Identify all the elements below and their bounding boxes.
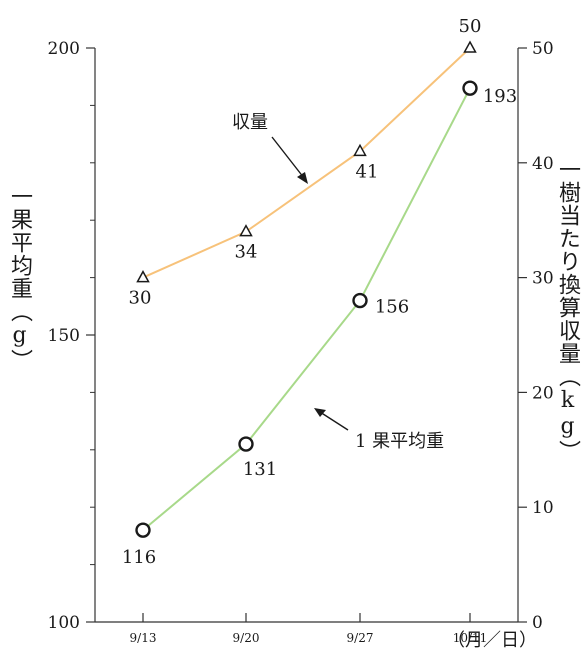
x-tick-label: 9/27 — [347, 631, 374, 645]
left-axis-label: 一果平均重（g） — [7, 185, 32, 372]
yield-label-arrowhead — [297, 172, 308, 184]
series-line — [142, 87, 471, 531]
triangle-marker — [353, 143, 367, 157]
circle-marker — [238, 436, 254, 452]
left-tick-label: 150 — [48, 326, 80, 346]
x-tick-label: 9/13 — [130, 631, 157, 645]
weight-label-arrow — [319, 411, 349, 431]
circle-marker — [462, 80, 478, 96]
data-label: 41 — [356, 161, 379, 182]
triangle-marker — [463, 40, 477, 53]
x-unit-label: （月／日） — [447, 630, 537, 651]
series-layer: 30 34 41 50 116 131 156 193 — [122, 16, 517, 568]
weight-label-arrowhead — [314, 408, 326, 417]
data-label: 156 — [375, 297, 409, 318]
data-label: 131 — [243, 459, 277, 480]
x-tick-label: 9/20 — [233, 631, 260, 645]
right-tick-label: 40 — [532, 154, 554, 174]
left-axis-ticks: 100 150 200 — [48, 39, 95, 633]
triangle-marker — [239, 224, 253, 237]
data-label: 30 — [129, 288, 152, 309]
left-tick-label: 100 — [48, 613, 80, 633]
right-tick-label: 30 — [532, 269, 554, 289]
triangle-marker — [136, 270, 150, 283]
data-label: 193 — [483, 86, 517, 107]
right-axis-label: 一樹当たり換算収量（kg） — [555, 158, 580, 463]
right-tick-label: 0 — [532, 613, 543, 633]
x-tick-label: 10/11 — [453, 631, 488, 645]
left-tick-label: 200 — [48, 39, 80, 59]
circle-marker — [352, 292, 368, 309]
right-tick-label: 10 — [532, 498, 554, 518]
series-line — [142, 47, 471, 279]
right-axis-ticks: 0 10 20 30 40 50 — [518, 39, 554, 633]
yield-label-arrow — [271, 136, 305, 179]
data-label: 34 — [235, 242, 258, 263]
x-axis-ticks: 9/13 9/20 9/27 10/11 — [130, 613, 488, 645]
circle-marker — [135, 522, 151, 538]
yield-series-label: 収量 — [232, 112, 268, 133]
right-tick-label: 20 — [532, 383, 554, 403]
data-label: 116 — [122, 547, 156, 568]
data-label: 50 — [459, 16, 482, 37]
weight-series-label: 1 果平均重 — [355, 431, 444, 452]
right-tick-label: 50 — [532, 39, 554, 59]
